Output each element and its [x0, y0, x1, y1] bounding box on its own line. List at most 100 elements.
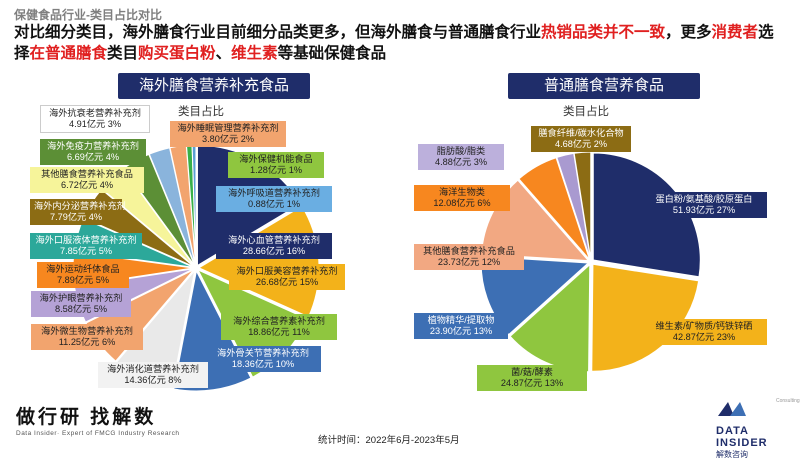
regular-pie-label-1: 维生素/矿物质/钙铁锌硒 42.87亿元 23% — [641, 319, 767, 345]
headline-fragment: 消费者 — [711, 24, 759, 41]
overseas-pie-label-value: 11.25亿元 6% — [58, 337, 116, 347]
overseas-pie-label-10: 其他膳食营养补充食品 6.72亿元 4% — [30, 167, 144, 193]
right-chart-title: 普通膳食营养食品 — [508, 73, 700, 99]
overseas-pie-label-3: 海外骨关节营养补充剂 18.36亿元 10% — [205, 346, 321, 372]
overseas-pie-slice-15 — [191, 144, 197, 266]
overseas-pie-label-6: 海外护眼营养补充剂 8.58亿元 5% — [31, 291, 131, 317]
overseas-pie-label-name: 海外内分泌营养补充剂 — [34, 201, 126, 211]
overseas-pie-label-1: 海外口服美容营养补充剂 26.68亿元 15% — [229, 264, 345, 290]
overseas-pie-label-name: 其他膳食营养补充食品 — [41, 169, 133, 179]
regular-pie-slice-1 — [591, 263, 700, 372]
regular-pie-slice-6 — [556, 152, 591, 260]
regular-pie-label-name: 其他膳食营养补充食品 — [423, 246, 515, 256]
overseas-pie-label-4: 海外消化道营养补充剂 14.36亿元 8% — [98, 362, 208, 388]
headline-fragment: 选择 — [14, 24, 774, 62]
footer-logo: 做行研 找解数 — [16, 407, 157, 428]
overseas-pie-label-0: 海外心血管营养补充剂 28.66亿元 16% — [216, 233, 332, 259]
regular-pie-label-6: 脂肪酸/脂类 4.88亿元 3% — [418, 144, 504, 170]
brand-tag: Consulting — [776, 398, 800, 404]
overseas-pie-label-5: 海外微生物营养补充剂 11.25亿元 6% — [31, 324, 143, 350]
overseas-pie-label-value: 14.36亿元 8% — [124, 375, 182, 385]
overseas-pie-label-name: 海外口服液体营养补充剂 — [35, 235, 137, 245]
overseas-pie-label-name: 海外抗衰老营养补充剂 — [49, 108, 141, 118]
regular-pie-label-name: 脂肪酸/脂类 — [436, 146, 486, 156]
overseas-pie-label-value: 8.58亿元 5% — [54, 304, 108, 314]
regular-pie-label-name: 海洋生物类 — [439, 187, 485, 197]
overseas-pie-slice-14 — [185, 144, 197, 266]
footer-subtitle: Data Insider· Expert of FMCG Industry Re… — [16, 430, 180, 437]
regular-pie-label-4: 其他膳食营养补充食品 23.73亿元 12% — [414, 244, 524, 270]
regular-pie-slice-2 — [509, 263, 591, 373]
regular-pie-label-name: 膳食纤维/碳水化合物 — [538, 128, 624, 138]
overseas-pie-label-name: 海外微生物营养补充剂 — [41, 326, 133, 336]
regular-pie-label-5: 海洋生物类 12.08亿元 6% — [414, 185, 510, 211]
overseas-pie-slice-13 — [169, 144, 197, 266]
overseas-pie-label-value: 7.79亿元 4% — [49, 212, 103, 222]
overseas-pie-label-9: 海外内分泌营养补充剂 7.79亿元 4% — [30, 199, 126, 225]
page-headline: 对比细分类目，海外膳食行业目前细分品类更多，但海外膳食与普通膳食行业热销品类并不… — [14, 22, 784, 64]
headline-fragment: 维生素 — [231, 45, 278, 62]
overseas-pie-label-name: 海外免疫力营养补充剂 — [47, 141, 139, 151]
regular-pie-label-value: 4.68亿元 2% — [554, 139, 608, 149]
left-chart-subtitle: 类目占比 — [178, 106, 224, 118]
headline-fragment: 热销品类并不一致 — [541, 24, 666, 41]
overseas-pie-slice-12 — [148, 147, 196, 266]
overseas-pie-label-name: 海外保健机能食品 — [239, 154, 313, 164]
regular-pie-label-name: 蛋白粉/氨基酸/胶原蛋白 — [655, 194, 753, 204]
overseas-pie-label-name: 海外护眼营养补充剂 — [39, 293, 123, 303]
overseas-pie-label-value: 0.88亿元 1% — [247, 199, 301, 209]
headline-fragment: 等基础保健食品 — [277, 45, 387, 62]
overseas-pie-label-name: 海外睡眠管理营养补充剂 — [177, 123, 279, 133]
brand-mark-icon — [718, 402, 746, 416]
overseas-pie-label-value: 1.28亿元 1% — [249, 165, 303, 175]
regular-pie-label-0: 蛋白粉/氨基酸/胶原蛋白 51.93亿元 27% — [641, 192, 767, 218]
regular-pie-slice-5 — [518, 157, 590, 260]
overseas-pie-label-value: 3.80亿元 2% — [201, 134, 255, 144]
overseas-pie-label-7: 海外运动纤体食品 7.89亿元 5% — [37, 262, 129, 288]
headline-fragment: 在普通膳食 — [29, 45, 108, 62]
regular-pie-label-7: 膳食纤维/碳水化合物 4.68亿元 2% — [531, 126, 631, 152]
overseas-pie-label-name: 海外骨关节营养补充剂 — [217, 348, 309, 358]
overseas-pie-slice-1 — [197, 205, 320, 318]
overseas-pie-label-value: 26.68亿元 15% — [255, 277, 319, 287]
regular-pie-label-3: 植物精华/提取物 23.90亿元 13% — [414, 313, 508, 339]
overseas-pie-label-value: 7.89亿元 5% — [56, 275, 110, 285]
overseas-pie-label-value: 4.91亿元 3% — [68, 119, 122, 129]
page-supertitle: 保健食品行业-类目占比对比 — [14, 8, 162, 22]
overseas-pie-label-value: 7.85亿元 5% — [59, 246, 113, 256]
right-chart-subtitle: 类目占比 — [563, 106, 609, 118]
brand-name: DATA INSIDER — [716, 425, 768, 449]
overseas-pie-label-name: 海外运动纤体食品 — [46, 264, 120, 274]
regular-pie-label-value: 23.73亿元 12% — [437, 257, 501, 267]
regular-pie-label-value: 24.87亿元 13% — [500, 378, 564, 388]
overseas-pie-label-value: 28.66亿元 16% — [242, 246, 306, 256]
overseas-pie-label-value: 18.86亿元 11% — [248, 327, 310, 337]
regular-pie-label-value: 12.08亿元 6% — [433, 198, 491, 208]
headline-fragment: 购买蛋白粉 — [138, 45, 216, 62]
brand-cn: 解数咨询 — [716, 450, 748, 459]
regular-pie-label-name: 菌/菇/酵素 — [511, 367, 553, 377]
regular-pie-label-name: 植物精华/提取物 — [427, 315, 495, 325]
overseas-pie-label-name: 海外综合营养素补充剂 — [233, 316, 325, 326]
overseas-pie-label-name: 海外呼吸道营养补充剂 — [228, 188, 320, 198]
overseas-pie-label-12: 海外抗衰老营养补充剂 4.91亿元 3% — [40, 105, 150, 133]
headline-fragment: ，更多 — [665, 24, 712, 41]
regular-pie-label-name: 维生素/矿物质/钙铁锌硒 — [655, 321, 753, 331]
overseas-pie-label-13: 海外睡眠管理营养补充剂 3.80亿元 2% — [170, 121, 286, 147]
regular-pie-label-value: 42.87亿元 23% — [672, 332, 736, 342]
overseas-pie-label-name: 海外心血管营养补充剂 — [228, 235, 320, 245]
brand-block: Consulting DATA INSIDER 解数咨询 — [716, 398, 800, 460]
left-chart-title: 海外膳食营养补充食品 — [118, 73, 310, 99]
overseas-pie-label-14: 海外保健机能食品 1.28亿元 1% — [228, 152, 324, 178]
overseas-pie-label-11: 海外免疫力营养补充剂 6.69亿元 4% — [40, 139, 146, 165]
regular-pie-label-value: 4.88亿元 3% — [434, 157, 488, 167]
overseas-pie-label-name: 海外口服美容营养补充剂 — [236, 266, 338, 276]
regular-pie-label-2: 菌/菇/酵素 24.87亿元 13% — [477, 365, 587, 391]
headline-fragment: 、 — [215, 45, 232, 62]
regular-pie-slice-7 — [573, 151, 592, 260]
regular-pie-label-value: 51.93亿元 27% — [672, 205, 736, 215]
headline-fragment: 对比细分类目，海外膳食行业目前细分品类更多，但海外膳食与普通膳食行业 — [14, 24, 542, 41]
overseas-pie-label-value: 6.72亿元 4% — [60, 180, 114, 190]
overseas-pie-label-2: 海外综合营养素补充剂 18.86亿元 11% — [221, 314, 337, 340]
statistics-period: 统计时间：2022年6月-2023年5月 — [318, 435, 460, 446]
